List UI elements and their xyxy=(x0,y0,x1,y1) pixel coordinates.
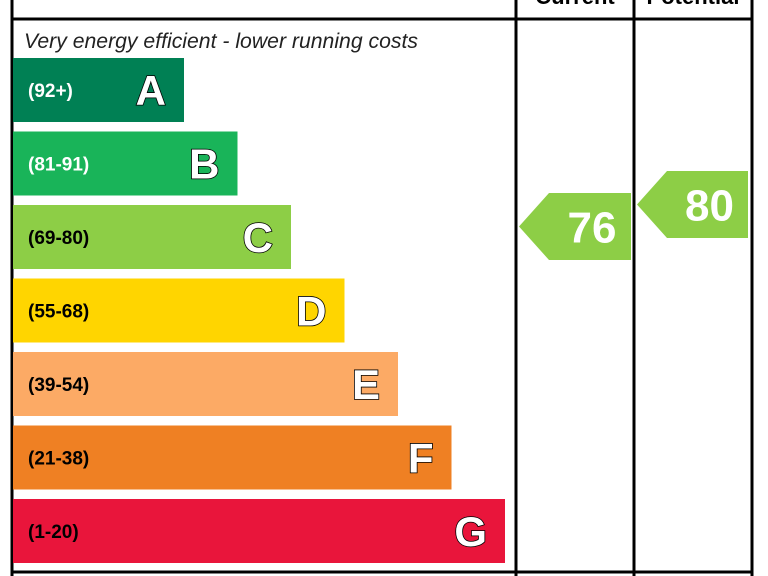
band-f: (21-38) F xyxy=(13,425,452,490)
band-range-label: (39-54) xyxy=(28,375,89,396)
band-letter: C xyxy=(243,214,273,261)
potential-rating-arrow-shape xyxy=(637,171,748,238)
rating-arrows: 76 80 xyxy=(519,171,748,260)
band-bar xyxy=(13,278,345,343)
band-letter: G xyxy=(454,508,487,555)
top-note: Very energy efficient - lower running co… xyxy=(24,30,419,53)
band-b: (81-91) B xyxy=(13,131,238,196)
band-bar xyxy=(13,58,184,122)
current-column-header: Current xyxy=(535,0,615,9)
band-letter: E xyxy=(352,361,380,408)
potential-column-header: Potential xyxy=(647,0,740,9)
band-bar xyxy=(13,425,452,490)
band-range-label: (92+) xyxy=(28,81,73,102)
band-range-label: (21-38) xyxy=(28,449,89,470)
current-rating-arrow-shape xyxy=(519,193,631,260)
chart-frame xyxy=(10,0,754,576)
band-bar xyxy=(13,352,398,416)
current-rating-arrow-value: 76 xyxy=(568,204,617,253)
band-range-label: (69-80) xyxy=(28,228,89,249)
band-letter: A xyxy=(136,67,166,114)
band-range-label: (1-20) xyxy=(28,522,79,543)
current-rating-arrow: 76 xyxy=(519,193,631,260)
potential-rating-arrow-value: 80 xyxy=(685,182,734,231)
band-range-label: (81-91) xyxy=(28,155,89,176)
band-bar xyxy=(13,499,505,563)
potential-rating-arrow: 80 xyxy=(637,171,748,238)
band-g: (1-20) G xyxy=(13,499,505,563)
band-bar xyxy=(13,205,291,269)
bands: (92+) A (81-91) B (69-80) C (55-68) D (39-54) E (2… xyxy=(13,58,505,563)
band-e: (39-54) E xyxy=(13,352,398,416)
band-d: (55-68) D xyxy=(13,278,345,343)
band-letter: D xyxy=(296,288,326,335)
band-bar xyxy=(13,131,238,196)
band-letter: B xyxy=(189,141,219,188)
band-c: (69-80) C xyxy=(13,205,291,269)
band-letter: F xyxy=(408,435,434,482)
band-range-label: (55-68) xyxy=(28,302,89,323)
band-a: (92+) A xyxy=(13,58,184,122)
